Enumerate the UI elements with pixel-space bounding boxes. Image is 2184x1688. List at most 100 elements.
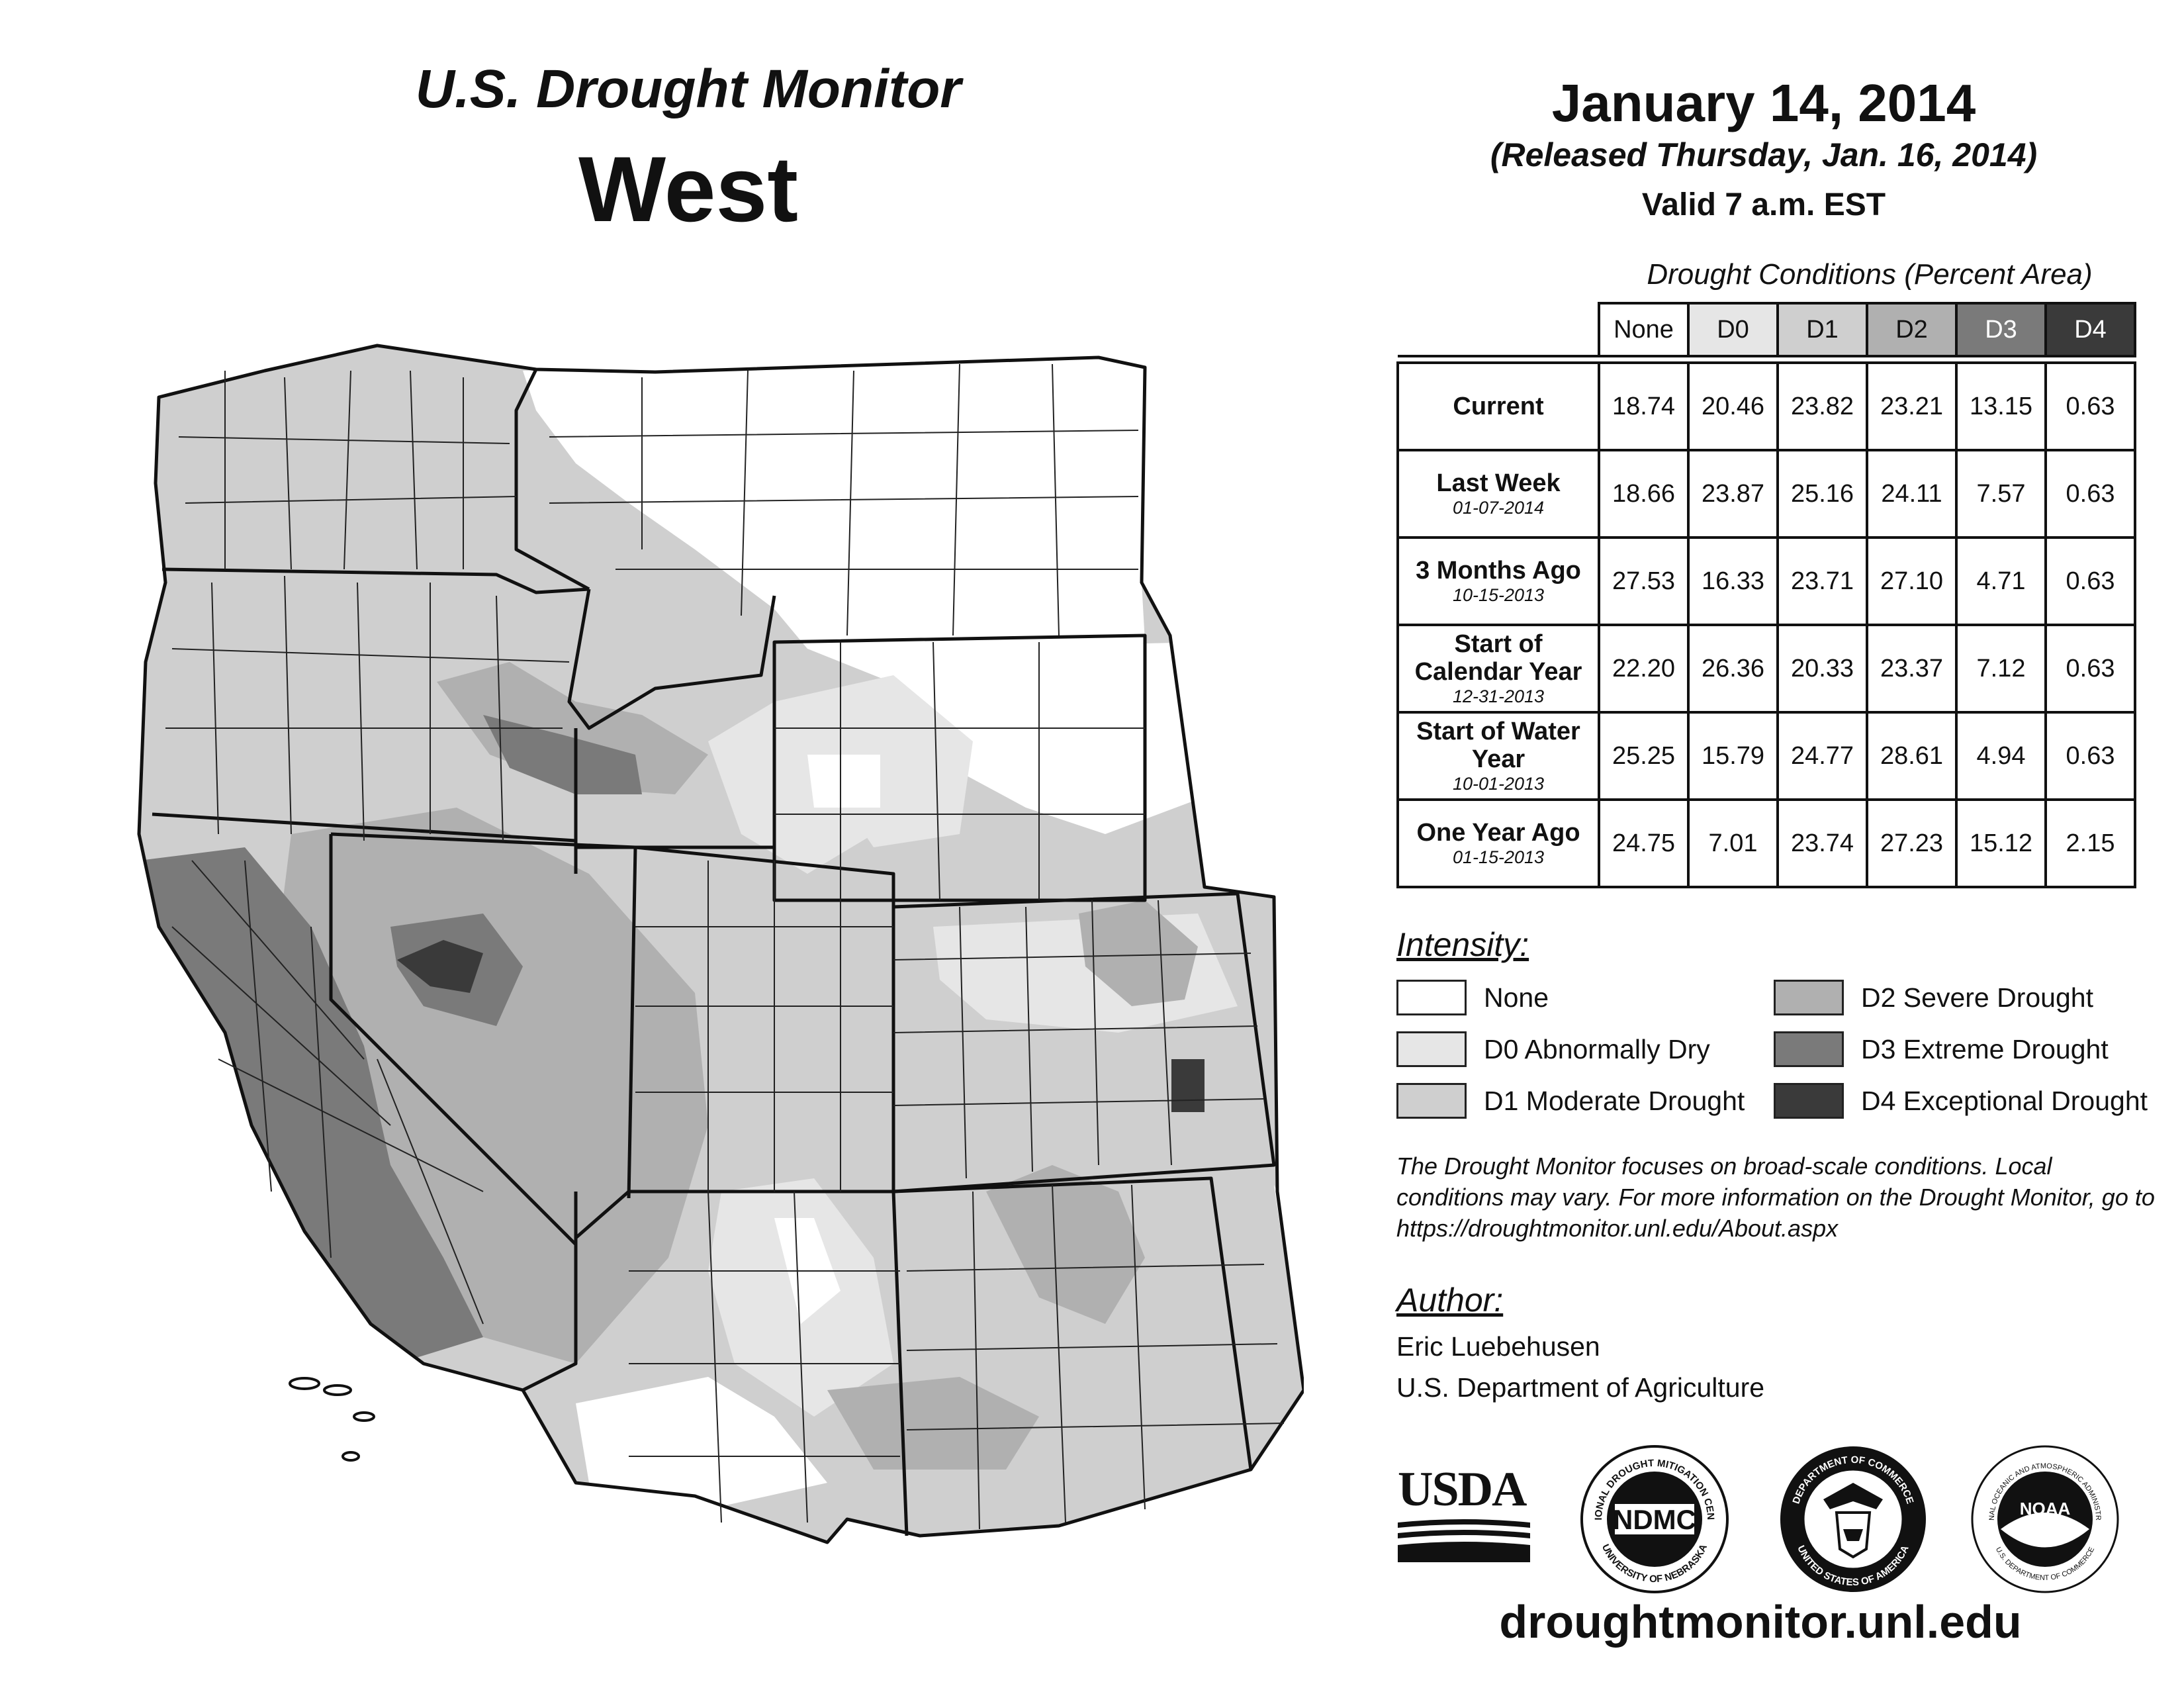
legend-item-d0: D0 Abnormally Dry bbox=[1396, 1031, 1710, 1067]
table-cell: 0.63 bbox=[2044, 624, 2136, 714]
table-cell: 23.21 bbox=[1866, 361, 1958, 451]
table-cell: 2.15 bbox=[2044, 798, 2136, 888]
legend-swatch bbox=[1774, 1031, 1844, 1067]
eagle-icon bbox=[1823, 1483, 1883, 1509]
table-cell: 27.53 bbox=[1598, 536, 1690, 626]
table-cell: 7.57 bbox=[1955, 449, 2047, 539]
table-cell: 20.33 bbox=[1776, 624, 1868, 714]
drought-map bbox=[137, 344, 1304, 1544]
col-d0: D0 bbox=[1687, 302, 1779, 357]
row-label-text: Last Week bbox=[1436, 469, 1561, 497]
table-body: Current 18.74 20.46 23.82 23.21 13.15 0.63 Last… bbox=[1396, 361, 2136, 888]
table-cell: 0.63 bbox=[2044, 361, 2136, 451]
row-label-text: Start of Calendar Year bbox=[1414, 630, 1582, 686]
table-cell: 15.12 bbox=[1955, 798, 2047, 888]
noaa-bird-icon bbox=[2001, 1513, 2089, 1548]
none-area-montana bbox=[523, 357, 1145, 688]
legend-item-d3: D3 Extreme Drought bbox=[1774, 1031, 2109, 1067]
row-label-text: One Year Ago bbox=[1416, 819, 1580, 847]
table-cell: 0.63 bbox=[2044, 536, 2136, 626]
row-label-text: 3 Months Ago bbox=[1416, 557, 1581, 585]
table-cell: 4.71 bbox=[1955, 536, 2047, 626]
ndmc-logo: NATIONAL DROUGHT MITIGATION CENTER UNIVE… bbox=[1578, 1443, 1729, 1593]
drought-table: None D0 D1 D2 D3 D4 Current 18.74 20.46 23.… bbox=[1396, 302, 2136, 888]
col-d4: D4 bbox=[2044, 302, 2136, 357]
table-cell: 13.15 bbox=[1955, 361, 2047, 451]
legend-item-d4: D4 Exceptional Drought bbox=[1774, 1083, 2148, 1119]
county-boundaries bbox=[165, 363, 1285, 1530]
footer-url[interactable]: droughtmonitor.unl.edu bbox=[1499, 1596, 2022, 1648]
legend-swatch bbox=[1774, 980, 1844, 1015]
table-cell: 4.94 bbox=[1955, 711, 2047, 801]
legend-swatch bbox=[1396, 1031, 1467, 1067]
table-cell: 0.63 bbox=[2044, 449, 2136, 539]
table-cell: 0.63 bbox=[2044, 711, 2136, 801]
row-label: Last Week 01-07-2014 bbox=[1396, 449, 1600, 539]
table-cell: 26.36 bbox=[1687, 624, 1779, 714]
table-row: One Year Ago 01-15-2013 24.75 7.01 23.74 27.2… bbox=[1396, 798, 2136, 888]
table-cell: 24.77 bbox=[1776, 711, 1868, 801]
table-cell: 24.75 bbox=[1598, 798, 1690, 888]
row-date: 01-07-2014 bbox=[1452, 498, 1545, 518]
table-cell: 16.33 bbox=[1687, 536, 1779, 626]
release-note: (Released Thursday, Jan. 16, 2014) bbox=[1490, 136, 2038, 173]
ndmc-logo-text: NDMC bbox=[1613, 1504, 1696, 1535]
row-label: Start of Water Year 10-01-2013 bbox=[1396, 711, 1600, 801]
table-row: Last Week 01-07-2014 18.66 23.87 25.16 24.11 7… bbox=[1396, 449, 2136, 539]
noaa-logo: NATIONAL OCEANIC AND ATMOSPHERIC ADMINIS… bbox=[1969, 1443, 2119, 1593]
table-cell: 22.20 bbox=[1598, 624, 1690, 714]
map-title: U.S. Drought Monitor bbox=[415, 59, 962, 119]
doc-seal-logo: DEPARTMENT OF COMMERCE UNITED STATES OF … bbox=[1780, 1446, 1926, 1592]
legend-label: D3 Extreme Drought bbox=[1861, 1033, 2109, 1064]
usda-swoosh-icon bbox=[1398, 1519, 1530, 1562]
table-cell: 7.12 bbox=[1955, 624, 2047, 714]
channel-islands bbox=[289, 1377, 375, 1462]
table-header-row: None D0 D1 D2 D3 D4 bbox=[1398, 302, 2136, 357]
legend-label: D2 Severe Drought bbox=[1861, 982, 2093, 1013]
author-org: U.S. Department of Agriculture bbox=[1396, 1372, 1765, 1403]
legend-label: D4 Exceptional Drought bbox=[1861, 1085, 2148, 1116]
col-d2: D2 bbox=[1866, 302, 1958, 357]
legend-swatch bbox=[1396, 980, 1467, 1015]
d2-area-nevada-california bbox=[271, 808, 708, 1364]
row-date: 01-15-2013 bbox=[1452, 847, 1545, 867]
legend-item-none: None bbox=[1396, 980, 1549, 1015]
table-row: Start of Water Year 10-01-2013 25.25 15.79 2… bbox=[1396, 711, 2136, 801]
table-cell: 27.10 bbox=[1866, 536, 1958, 626]
row-label-text: Start of Water Year bbox=[1416, 718, 1580, 773]
row-label: Current bbox=[1396, 361, 1600, 451]
table-cell: 23.82 bbox=[1776, 361, 1868, 451]
row-label-text: Current bbox=[1453, 393, 1544, 420]
legend-swatch bbox=[1396, 1083, 1467, 1119]
usda-logo-text: USDA bbox=[1398, 1462, 1527, 1517]
row-date: 12-31-2013 bbox=[1452, 686, 1545, 706]
legend-item-d1: D1 Moderate Drought bbox=[1396, 1083, 1745, 1119]
legend-swatch bbox=[1774, 1083, 1844, 1119]
d2-area-nm-south bbox=[827, 1377, 1039, 1470]
d4-area-colorado bbox=[1171, 1059, 1205, 1112]
author-block: Eric Luebehusen U.S. Department of Agric… bbox=[1396, 1326, 1764, 1408]
usda-logo: USDA bbox=[1398, 1463, 1530, 1562]
d2-area-colorado-se bbox=[1079, 900, 1198, 1006]
noaa-logo-text: NOAA bbox=[2020, 1499, 2071, 1519]
table-cell: 25.16 bbox=[1776, 449, 1868, 539]
map-date: January 14, 2014 bbox=[1551, 73, 1976, 132]
row-date: 10-15-2013 bbox=[1452, 585, 1545, 605]
row-label: Start of Calendar Year 12-31-2013 bbox=[1396, 624, 1600, 714]
none-area-colorado bbox=[893, 642, 1211, 834]
d3-area-idaho bbox=[483, 715, 642, 794]
table-cell: 7.01 bbox=[1687, 798, 1779, 888]
legend-item-d2: D2 Severe Drought bbox=[1774, 980, 2093, 1015]
d2-area-idaho bbox=[437, 662, 708, 794]
table-row: 3 Months Ago 10-15-2013 27.53 16.33 23.71 27.… bbox=[1396, 536, 2136, 626]
d4-area-nevada bbox=[397, 940, 483, 993]
disclaimer-note: The Drought Monitor focuses on broad-sca… bbox=[1396, 1152, 2155, 1242]
table-cell: 27.23 bbox=[1866, 798, 1958, 888]
col-d3: D3 bbox=[1955, 302, 2047, 357]
table-cell: 25.25 bbox=[1598, 711, 1690, 801]
author-heading: Author: bbox=[1396, 1282, 1504, 1319]
table-cell: 23.71 bbox=[1776, 536, 1868, 626]
table-cell: 18.66 bbox=[1598, 449, 1690, 539]
shield-icon bbox=[1835, 1511, 1872, 1559]
legend-label: D1 Moderate Drought bbox=[1484, 1085, 1745, 1116]
